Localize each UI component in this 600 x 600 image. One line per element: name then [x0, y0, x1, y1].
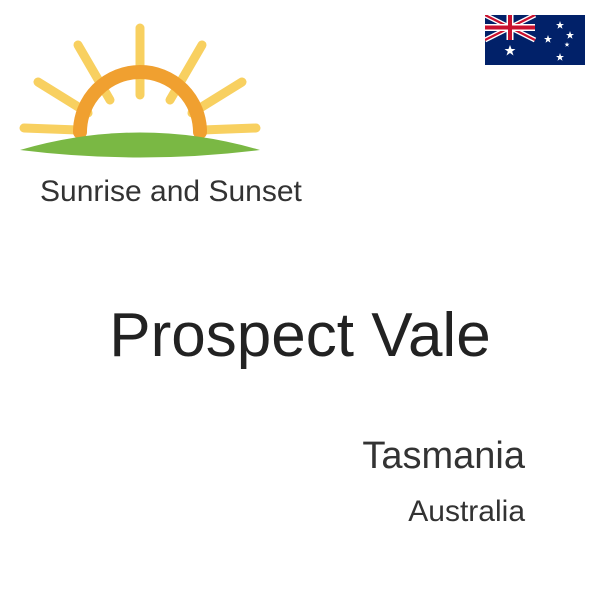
- australia-flag-icon: [485, 15, 585, 65]
- region-name: Tasmania: [362, 435, 525, 478]
- place-name: Prospect Vale: [0, 300, 600, 371]
- site-title: Sunrise and Sunset: [40, 175, 302, 209]
- sunrise-logo: [10, 10, 270, 170]
- country-name: Australia: [408, 495, 525, 529]
